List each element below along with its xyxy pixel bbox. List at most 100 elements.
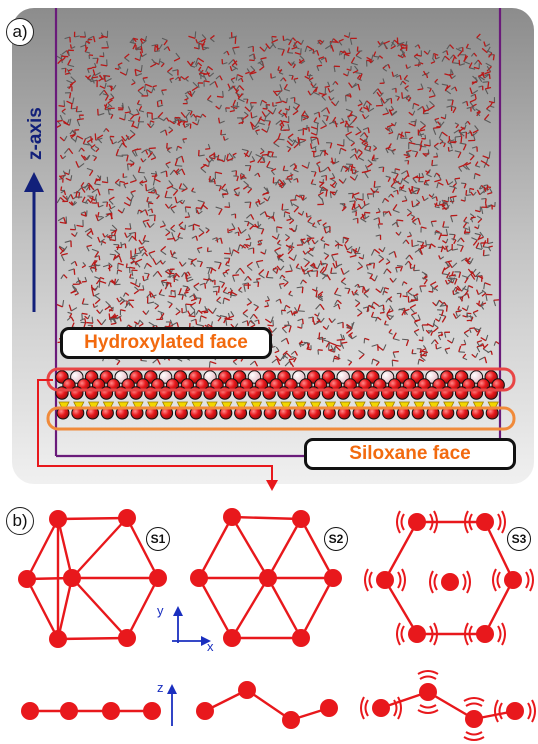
water-molecule [303,341,311,350]
water-molecule [229,289,236,297]
water-molecule [332,81,339,86]
water-molecule [393,189,399,195]
water-molecule [330,178,337,187]
water-molecule [76,219,84,228]
water-molecule [440,228,449,237]
water-molecule [396,219,404,227]
water-molecule [448,274,456,283]
water-molecule [102,201,109,207]
water-molecule [225,261,230,267]
water-molecule [160,279,167,287]
water-molecule [313,111,321,118]
water-molecule [488,54,495,61]
water-molecule [475,289,484,296]
water-molecule [109,135,115,141]
water-molecule [340,267,350,275]
water-molecule [340,165,349,172]
water-molecule [406,95,412,102]
water-molecule [382,211,389,217]
water-molecule [284,324,292,333]
water-molecule [447,147,454,152]
water-molecule [113,243,120,251]
water-molecule [476,33,482,41]
water-molecule [195,309,203,315]
water-molecule [86,74,92,82]
water-molecule [391,71,399,78]
water-molecule [465,162,472,171]
water-node [118,509,136,527]
water-molecule [430,220,437,227]
water-molecule [487,187,493,195]
water-molecule [285,242,294,249]
water-molecule [460,196,466,202]
water-molecule [168,272,175,279]
water-molecule [173,52,181,62]
water-molecule [320,120,327,130]
water-molecule [432,126,441,135]
water-molecule [151,112,159,120]
water-molecule [142,234,150,243]
water-molecule [372,88,383,95]
water-molecule [68,200,76,206]
water-molecule [440,304,448,312]
water-molecule [391,359,399,367]
water-molecule [282,278,289,287]
water-molecule [190,61,196,68]
water-molecule [97,236,105,243]
water-molecule [428,287,434,293]
water-molecule [427,330,434,336]
zoom-arrow-head [266,480,278,491]
water-molecule [271,35,277,42]
water-molecule [197,82,204,88]
water-molecule [333,65,340,73]
bond [299,518,335,579]
water-molecule [430,281,437,291]
water-molecule [276,239,282,246]
water-molecule [342,236,350,244]
water-molecule [439,313,447,323]
water-molecule [484,86,492,95]
water-molecule [404,131,411,138]
water-molecule [378,304,385,311]
water-molecule [365,263,372,270]
water-molecule [452,290,458,296]
water-molecule [259,157,266,163]
water-molecule [470,216,476,223]
water-molecule [366,145,372,151]
water-molecule [274,346,280,354]
water-molecule [228,223,236,232]
water-molecule [257,199,265,205]
water-molecule [291,355,297,363]
water-molecule [458,345,466,353]
water-molecule [288,290,293,297]
water-molecule [375,234,382,240]
water-molecule [118,142,128,149]
water-node [223,629,241,647]
water-molecule [282,352,292,360]
water-molecule [108,306,114,312]
water-molecule [319,260,327,266]
water-molecule [63,169,71,176]
water-molecule [449,195,457,204]
water-molecule [324,81,331,88]
water-molecule [59,135,68,142]
water-molecule [230,249,240,257]
water-molecule [343,32,351,39]
water-molecule [113,278,121,286]
water-molecule [354,299,361,308]
water-molecule [290,96,296,102]
water-molecule [128,231,137,240]
water-molecule [174,116,181,124]
water-molecule [210,279,216,285]
water-molecule [462,312,468,318]
water-molecule [482,240,491,249]
water-molecule [79,318,87,324]
water-molecule [156,101,164,108]
water-molecule [338,147,347,155]
water-molecule [443,196,450,203]
water-molecule [447,337,455,344]
water-molecule [143,262,152,269]
water-molecule [222,271,228,278]
water-molecule [75,190,83,198]
water-molecule [365,105,375,113]
